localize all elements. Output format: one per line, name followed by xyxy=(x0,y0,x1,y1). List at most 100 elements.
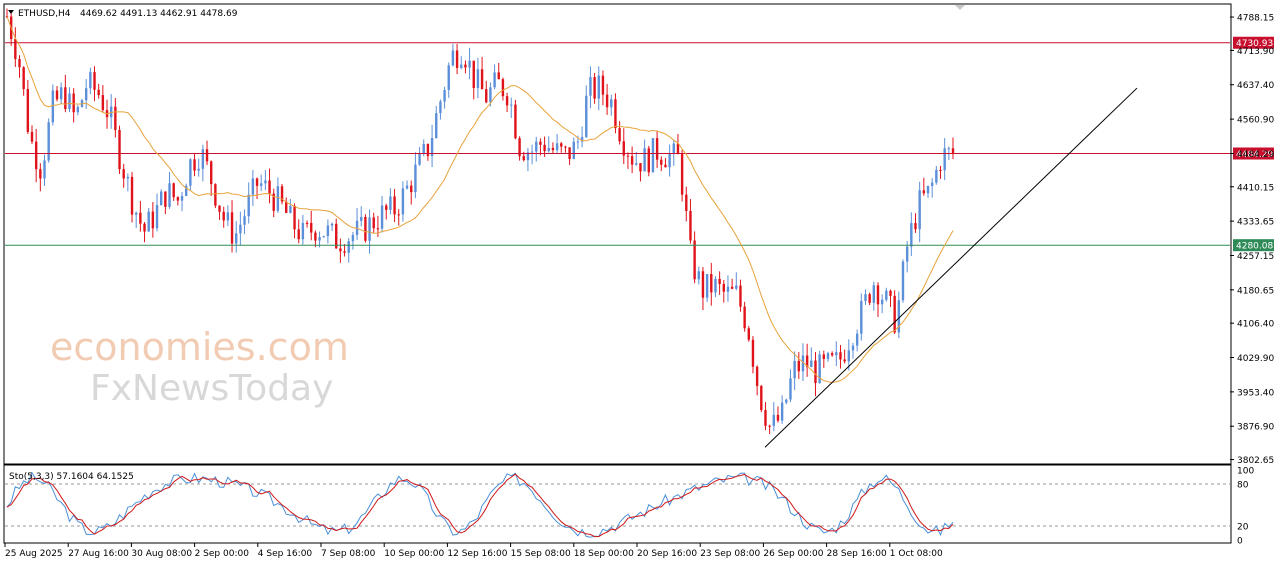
candle-body xyxy=(847,350,851,362)
candle-body xyxy=(497,72,500,80)
candle-body xyxy=(872,285,876,303)
candle-body xyxy=(184,185,188,196)
candle-body xyxy=(780,402,784,421)
candle-body xyxy=(143,223,146,232)
candle-body xyxy=(672,143,675,155)
level-tag-label: 4280.08 xyxy=(1236,242,1273,252)
candle-body xyxy=(305,222,309,224)
candle-body xyxy=(272,193,275,211)
candle-body xyxy=(560,143,563,147)
stoch-axis-label: 20 xyxy=(1237,523,1249,533)
candle-body xyxy=(214,184,217,206)
stoch-label: Sto(5,3,3) 57.1604 64.1525 xyxy=(9,472,134,482)
candle-body xyxy=(585,95,588,137)
candle-body xyxy=(218,205,221,212)
candle-body xyxy=(576,141,580,143)
candle-body xyxy=(443,89,446,102)
candle-body xyxy=(101,95,105,111)
price-tick-label: 4180.65 xyxy=(1237,286,1274,296)
candle-body xyxy=(322,236,325,238)
candle-body xyxy=(155,205,159,229)
candle-body xyxy=(314,232,317,241)
candle-body xyxy=(601,75,605,95)
candle-body xyxy=(805,355,809,368)
candle-body xyxy=(226,212,230,221)
candle-body xyxy=(818,354,821,384)
price-tick-label: 4333.65 xyxy=(1237,218,1274,228)
candle-body xyxy=(510,104,513,106)
price-tick-label: 3876.90 xyxy=(1237,423,1274,433)
candle-body xyxy=(810,360,813,368)
candle-body xyxy=(639,163,642,172)
candle-body xyxy=(255,178,259,186)
candle-body xyxy=(476,69,480,89)
candle-body xyxy=(505,96,509,106)
candle-body xyxy=(764,410,767,426)
candle-body xyxy=(401,188,405,215)
level-tag-label: 4730.93 xyxy=(1236,39,1273,49)
candle-body xyxy=(51,90,55,123)
price-tick-label: 4106.40 xyxy=(1237,320,1274,330)
candle-body xyxy=(147,211,150,232)
candle-body xyxy=(43,160,46,179)
candle-body xyxy=(109,106,113,118)
price-tick-label: 4560.90 xyxy=(1237,116,1274,126)
candle-body xyxy=(855,333,859,346)
candle-body xyxy=(768,425,771,427)
candle-body xyxy=(201,149,205,169)
stoch-axis-label: 0 xyxy=(1237,537,1243,547)
watermark-economies: economies.com xyxy=(50,325,349,369)
time-tick-label: 26 Sep 00:00 xyxy=(763,549,823,559)
candle-body xyxy=(501,79,505,97)
candle-body xyxy=(572,141,575,159)
candle-body xyxy=(726,286,730,292)
scroll-marker-icon[interactable] xyxy=(955,5,965,10)
time-tick-label: 2 Sep 00:00 xyxy=(195,549,250,559)
price-tick-label: 4029.90 xyxy=(1237,354,1274,364)
candle-body xyxy=(235,233,238,244)
candle-body xyxy=(372,217,375,229)
candle-body xyxy=(47,122,50,161)
candle-body xyxy=(126,176,130,179)
candle-body xyxy=(705,274,709,298)
candle-body xyxy=(222,211,225,221)
candle-body xyxy=(39,169,42,179)
candle-body xyxy=(326,225,330,237)
time-tick-label: 1 Oct 08:00 xyxy=(890,549,943,559)
candle-body xyxy=(389,196,392,210)
candle-body xyxy=(814,360,817,384)
candle-body xyxy=(789,378,792,400)
time-tick-label: 10 Sep 00:00 xyxy=(384,549,444,559)
candle-body xyxy=(564,146,567,148)
stoch-axis-label: 80 xyxy=(1237,481,1249,491)
candle-body xyxy=(368,217,371,241)
candle-body xyxy=(660,159,663,165)
candle-body xyxy=(164,191,167,207)
candle-body xyxy=(739,285,742,307)
candle-body xyxy=(793,360,796,379)
candle-body xyxy=(130,176,134,215)
candle-body xyxy=(480,69,484,90)
candle-body xyxy=(785,399,788,403)
candle-body xyxy=(139,212,142,224)
candle-body xyxy=(518,138,521,157)
candle-body xyxy=(34,141,38,170)
candle-body xyxy=(880,299,884,305)
candle-body xyxy=(243,216,246,225)
candle-body xyxy=(655,138,659,160)
candle-body xyxy=(751,339,755,367)
candle-body xyxy=(393,196,396,215)
price-tick-label: 4713.90 xyxy=(1237,47,1274,57)
candle-body xyxy=(760,385,763,411)
candle-body xyxy=(522,156,525,161)
candle-body xyxy=(918,190,921,230)
candle-body xyxy=(489,87,492,103)
candle-body xyxy=(947,148,951,150)
candle-body xyxy=(676,143,680,155)
candle-body xyxy=(747,328,750,340)
candle-layer xyxy=(5,8,955,434)
candle-body xyxy=(610,99,613,108)
collapse-arrow-icon[interactable] xyxy=(8,10,14,14)
time-tick-label: 12 Sep 16:00 xyxy=(447,549,507,559)
candle-body xyxy=(376,228,380,230)
